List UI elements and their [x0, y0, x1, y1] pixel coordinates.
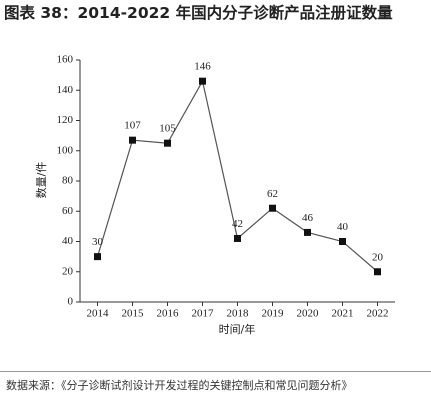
y-tick-label: 140: [57, 84, 74, 96]
data-label: 30: [92, 236, 104, 248]
x-tick-label: 2015: [122, 308, 145, 320]
data-label: 20: [372, 251, 384, 263]
y-tick-label: 80: [62, 175, 74, 187]
x-tick-label: 2020: [297, 308, 320, 320]
marker: [234, 234, 241, 242]
data-label: 105: [159, 123, 176, 135]
chart-title: 图表 38：2014-2022 年国内分子诊断产品注册证数量: [4, 4, 393, 22]
x-axis-label: 时间/年: [219, 322, 256, 336]
marker: [199, 77, 206, 85]
marker: [269, 204, 276, 212]
y-tick-label: 0: [68, 296, 74, 308]
x-tick-label: 2016: [157, 308, 180, 320]
data-label: 107: [124, 120, 141, 132]
marker: [164, 139, 171, 147]
marker: [94, 253, 101, 261]
y-tick-label: 100: [57, 144, 74, 156]
source-note: 数据来源：《分子诊断试剂设计开发过程的关键控制点和常见问题分析》: [6, 379, 353, 392]
data-label: 40: [337, 221, 349, 233]
data-label: 62: [267, 188, 278, 200]
x-tick-label: 2014: [87, 308, 110, 320]
y-axis-label: 数量/件: [35, 162, 48, 199]
y-tick-label: 40: [62, 235, 74, 247]
marker: [304, 228, 311, 236]
x-tick-label: 2018: [227, 308, 250, 320]
marker: [374, 268, 381, 276]
x-tick-label: 2022: [367, 308, 389, 320]
x-tick-label: 2017: [192, 308, 215, 320]
marker: [129, 136, 136, 144]
y-tick-label: 120: [57, 114, 74, 126]
y-tick-label: 160: [57, 54, 74, 66]
y-tick-label: 20: [62, 265, 74, 277]
data-label: 42: [232, 218, 243, 230]
y-tick-label: 60: [62, 205, 74, 217]
data-label: 146: [194, 61, 211, 73]
line: [96, 79, 378, 273]
divider: [0, 371, 431, 372]
marker: [339, 238, 346, 245]
x-tick-label: 2019: [262, 308, 285, 320]
chart: 数量/件 时间/年 0 20 40 60 80 100 120 140 160 2014 2015 2…: [35, 54, 395, 336]
x-tick-label: 2021: [332, 308, 354, 320]
data-label: 46: [302, 212, 314, 224]
